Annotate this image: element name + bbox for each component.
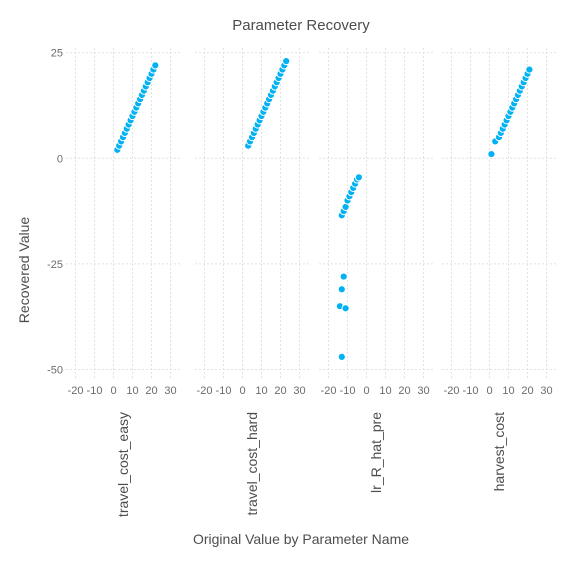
facet-panel: -20 -10 0 10 20 30 lr_R_hat_pre xyxy=(319,48,433,493)
data-point xyxy=(337,352,346,361)
x-tick-label: 20 xyxy=(521,385,533,397)
data-point xyxy=(151,61,160,70)
y-tick-label: -50 xyxy=(47,365,63,377)
data-point xyxy=(337,285,346,294)
x-tick-label: -20 xyxy=(444,385,460,397)
x-tick-label: 10 xyxy=(255,385,267,397)
facet-label: travel_cost_easy xyxy=(115,412,131,517)
x-tick-label: -20 xyxy=(321,385,337,397)
x-tick-label: -10 xyxy=(463,385,479,397)
chart-title: Parameter Recovery xyxy=(232,17,370,34)
x-tick-label: 10 xyxy=(379,385,391,397)
x-tick-label: 30 xyxy=(164,385,176,397)
x-tick-label: 0 xyxy=(363,385,369,397)
x-tick-label: -20 xyxy=(68,385,84,397)
data-point xyxy=(282,57,291,66)
y-tick-label: 25 xyxy=(51,48,63,60)
facet-label: harvest_cost xyxy=(491,412,507,491)
y-axis-title: Recovered Value xyxy=(16,217,32,324)
x-tick-label: 30 xyxy=(293,385,305,397)
data-point xyxy=(341,304,350,313)
data-point xyxy=(339,272,348,281)
x-tick-label: 10 xyxy=(502,385,514,397)
facet-panel: -20 -10 0 10 20 30 travel_cost_easy xyxy=(66,48,180,517)
x-tick-label: 20 xyxy=(145,385,157,397)
facet-panel: -20 -10 0 10 20 30 harvest_cost xyxy=(442,48,556,491)
y-tick-label: -25 xyxy=(47,259,63,271)
x-tick-label: -10 xyxy=(216,385,232,397)
x-tick-label: 30 xyxy=(417,385,429,397)
x-axis-title: Original Value by Parameter Name xyxy=(193,531,409,547)
data-point xyxy=(487,149,496,159)
x-tick-label: 20 xyxy=(274,385,286,397)
data-point xyxy=(525,65,534,74)
x-tick-label: 30 xyxy=(540,385,552,397)
data-point xyxy=(354,173,363,182)
x-tick-label: 0 xyxy=(239,385,245,397)
x-tick-label: 10 xyxy=(126,385,138,397)
x-tick-label: 0 xyxy=(110,385,116,397)
x-tick-label: -10 xyxy=(340,385,356,397)
facet-label: lr_R_hat_pre xyxy=(368,412,384,493)
plot-area: 250-25-50-20 -10 0 10 20 30travel_cost_easy-2… xyxy=(47,48,556,517)
y-tick-label: 0 xyxy=(57,153,63,165)
x-tick-label: 0 xyxy=(486,385,492,397)
x-tick-label: 20 xyxy=(398,385,410,397)
facet-panel: -20 -10 0 10 20 30 travel_cost_hard xyxy=(195,48,309,516)
x-tick-label: -20 xyxy=(197,385,213,397)
facet-label: travel_cost_hard xyxy=(244,412,260,516)
x-tick-label: -10 xyxy=(87,385,103,397)
